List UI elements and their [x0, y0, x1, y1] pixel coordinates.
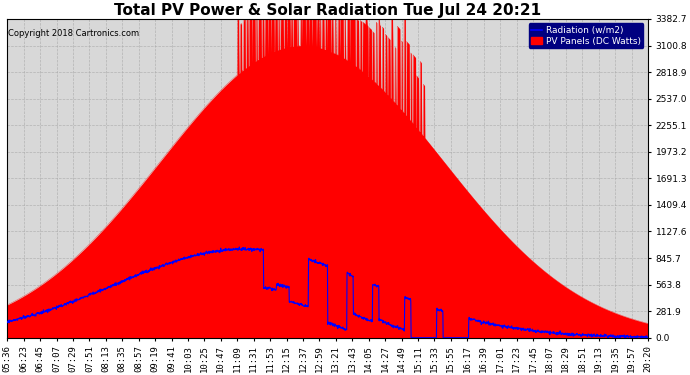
Title: Total PV Power & Solar Radiation Tue Jul 24 20:21: Total PV Power & Solar Radiation Tue Jul… [114, 3, 541, 18]
Text: Copyright 2018 Cartronics.com: Copyright 2018 Cartronics.com [8, 28, 139, 38]
Legend: Radiation (w/m2), PV Panels (DC Watts): Radiation (w/m2), PV Panels (DC Watts) [529, 24, 644, 48]
